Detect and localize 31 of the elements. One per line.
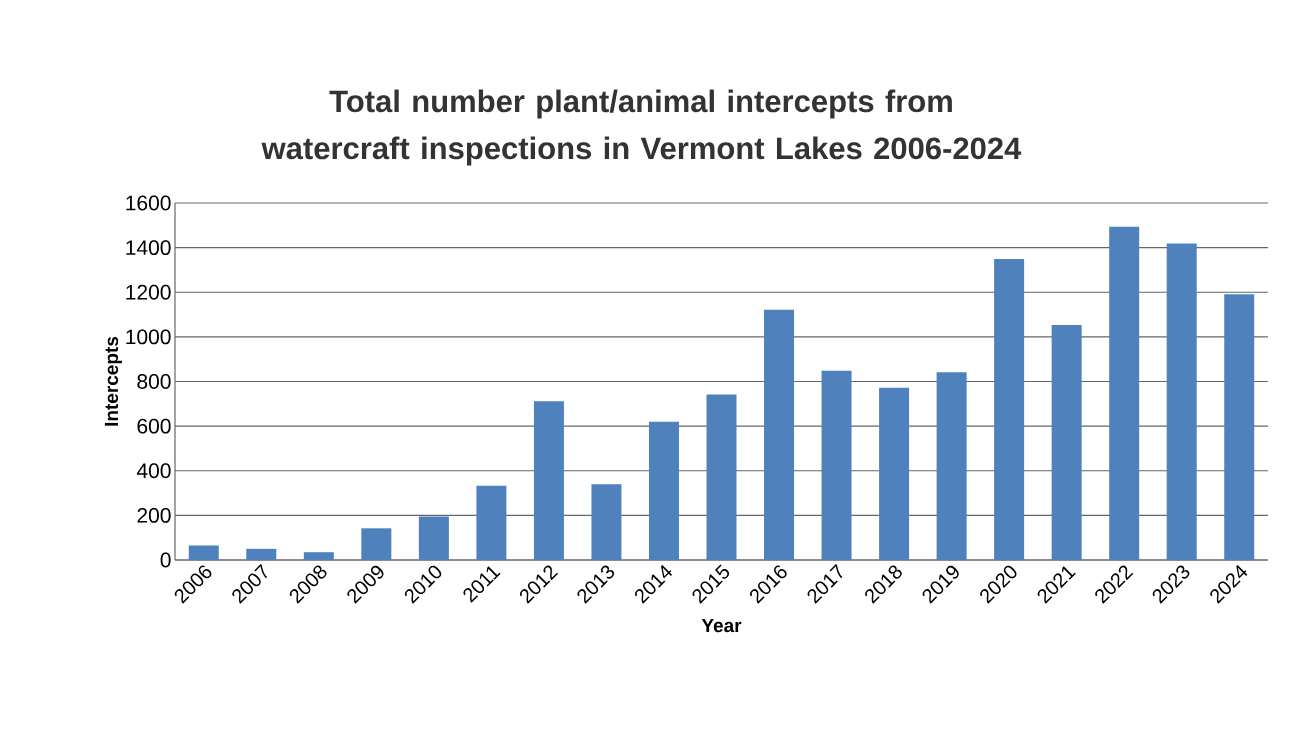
bar [476, 485, 507, 560]
bar [533, 401, 564, 560]
bar [1224, 294, 1255, 560]
bar [361, 528, 392, 560]
bar [1109, 226, 1140, 560]
chart-title: Total number plant/animal intercepts from watercraft inspections in Vermont Lakes 2006-2024 [261, 89, 1022, 166]
bar [879, 387, 910, 560]
y-tick-label: 1400 [126, 240, 171, 256]
y-tick-label: 0 [160, 552, 171, 568]
y-tick-label: 1600 [126, 195, 171, 211]
bar [1166, 243, 1197, 560]
bar [591, 484, 622, 560]
bar [188, 545, 219, 560]
bar [764, 309, 795, 560]
y-tick-label: 1200 [126, 284, 171, 300]
y-tick-label: 200 [137, 507, 171, 523]
x-axis-title: Year [701, 618, 742, 633]
y-tick-label: 1000 [126, 329, 171, 345]
y-axis-title: Intercepts [104, 336, 122, 426]
y-tick-label: 800 [137, 374, 171, 389]
y-tick-label: 400 [136, 463, 171, 479]
bar [1051, 325, 1082, 560]
bar [994, 259, 1025, 560]
bar [418, 516, 449, 560]
bar [936, 372, 967, 560]
bar [706, 394, 737, 560]
bar [648, 421, 679, 560]
bar [821, 370, 852, 560]
y-tick-label: 600 [137, 418, 171, 434]
bar [303, 552, 334, 560]
bar [246, 548, 277, 560]
